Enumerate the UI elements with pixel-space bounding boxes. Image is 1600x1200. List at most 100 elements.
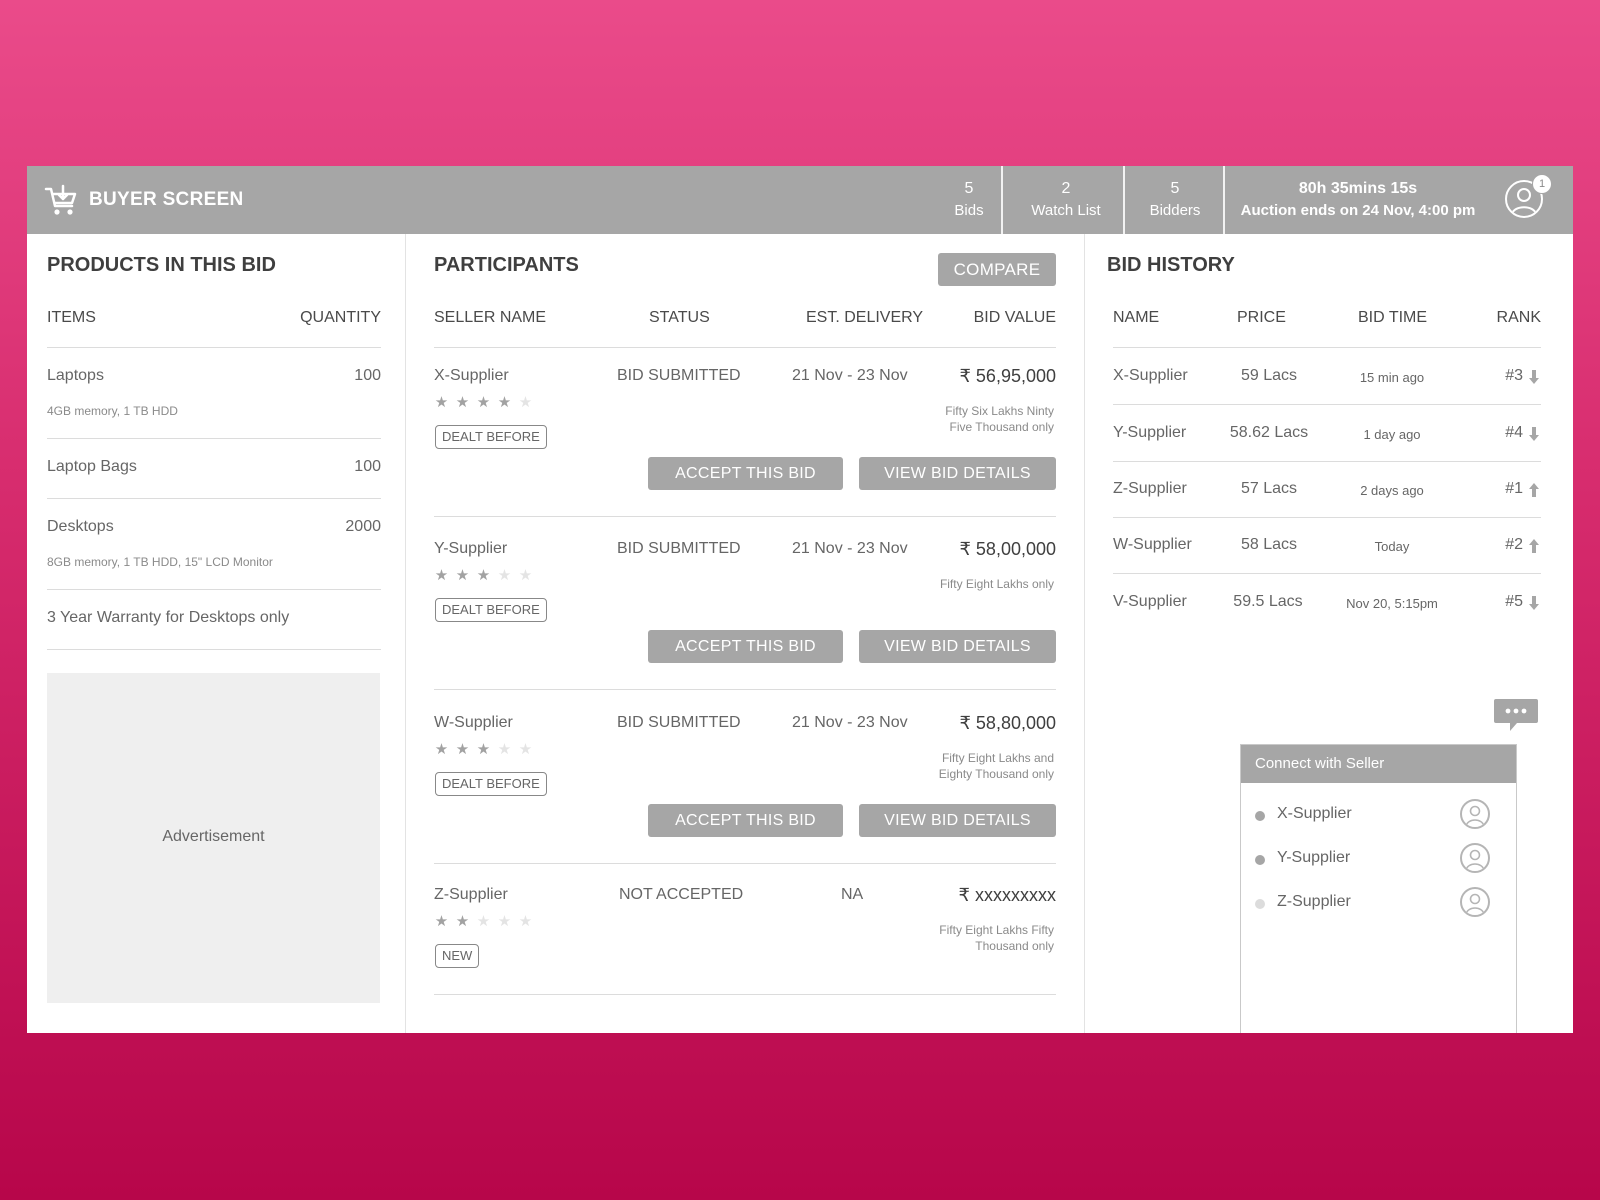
accept-bid-button[interactable]: ACCEPT THIS BID: [648, 804, 843, 837]
stat-watch-list-label: Watch List: [1031, 202, 1101, 219]
divider: [434, 994, 1056, 995]
seller-avatar: [1460, 843, 1490, 873]
product-description: 4GB memory, 1 TB HDD: [47, 404, 178, 418]
auction-end: Auction ends on 24 Nov, 4:00 pm: [1240, 202, 1476, 219]
bid-status: BID SUBMITTED: [617, 714, 741, 731]
view-bid-details-button[interactable]: VIEW BID DETAILS: [859, 457, 1056, 490]
est-delivery: NA: [841, 886, 864, 903]
product-name: Laptops: [47, 367, 104, 384]
divider: [434, 516, 1056, 517]
divider: [1113, 517, 1541, 518]
history-name: Z-Supplier: [1113, 480, 1187, 497]
arrow-down-icon: [1529, 370, 1539, 384]
star-icon: ★: [476, 394, 491, 411]
compare-button[interactable]: COMPARE: [938, 253, 1056, 286]
bid-value-words: Fifty Eight Lakhs Fifty: [939, 923, 1054, 937]
history-name: Y-Supplier: [1113, 424, 1187, 441]
view-bid-details-button[interactable]: VIEW BID DETAILS: [859, 630, 1056, 663]
view-bid-details-button[interactable]: VIEW BID DETAILS: [859, 804, 1056, 837]
online-status-dot: [1255, 811, 1265, 821]
seller-name[interactable]: Y-Supplier: [434, 540, 508, 557]
participants-col-seller: SELLER NAME: [434, 309, 547, 326]
divider: [434, 347, 1056, 348]
history-bid-time: 2 days ago: [1360, 483, 1424, 498]
divider: [1113, 573, 1541, 574]
shopping-cart-icon: [44, 184, 77, 215]
divider: [1113, 461, 1541, 462]
chat-panel-title: Connect with Seller: [1241, 745, 1516, 783]
brand: BUYER SCREEN: [43, 166, 244, 234]
accept-bid-button[interactable]: ACCEPT THIS BID: [648, 457, 843, 490]
arrow-up-icon: [1529, 539, 1539, 553]
history-rank: #3: [1505, 367, 1523, 384]
star-icon: ★: [434, 741, 449, 758]
history-price: 58 Lacs: [1240, 536, 1298, 553]
est-delivery: 21 Nov - 23 Nov: [792, 540, 908, 557]
seller-name[interactable]: X-Supplier: [434, 367, 509, 384]
participants-col-bid-value: BID VALUE: [973, 309, 1056, 326]
star-icon: ★: [455, 741, 470, 758]
participants-col-status: STATUS: [649, 309, 710, 326]
product-name: Laptop Bags: [47, 458, 137, 475]
countdown: 80h 35mins 15s: [1298, 180, 1418, 197]
divider: [1123, 166, 1125, 234]
product-description: 8GB memory, 1 TB HDD, 15" LCD Monitor: [47, 555, 273, 569]
divider: [47, 649, 381, 650]
star-icon: ★: [497, 913, 512, 930]
bid-value: ₹ 56,95,000: [959, 366, 1056, 386]
stat-bids-label: Bids: [954, 202, 984, 219]
history-name: W-Supplier: [1113, 536, 1192, 553]
history-bid-time: Nov 20, 5:15pm: [1346, 596, 1438, 611]
history-rank: #4: [1505, 424, 1523, 441]
advertisement-box[interactable]: Advertisement: [47, 673, 380, 1003]
stat-watch-list-value: 2: [1061, 180, 1071, 197]
accept-bid-button[interactable]: ACCEPT THIS BID: [648, 630, 843, 663]
history-price: 59.5 Lacs: [1233, 593, 1303, 610]
notification-badge[interactable]: 1: [1532, 174, 1552, 194]
history-price: 58.62 Lacs: [1229, 424, 1309, 441]
history-name: V-Supplier: [1113, 593, 1187, 610]
seller-tag: DEALT BEFORE: [435, 772, 547, 796]
product-quantity: 100: [354, 367, 381, 384]
bid-value-words: Fifty Eight Lakhs only: [939, 577, 1054, 591]
seller-name[interactable]: W-Supplier: [434, 714, 513, 731]
divider: [434, 863, 1056, 864]
chat-seller-item[interactable]: Z-Supplier: [1255, 887, 1505, 919]
stat-bidders-label: Bidders: [1149, 202, 1201, 219]
chat-seller-item[interactable]: Y-Supplier: [1255, 843, 1505, 875]
connect-with-seller-panel: Connect with Seller X-Supplier Y-Supplie…: [1240, 744, 1517, 1033]
rating-stars: ★ ★ ★ ★ ★: [433, 914, 534, 929]
star-icon: ★: [497, 741, 512, 758]
history-name: X-Supplier: [1113, 367, 1188, 384]
seller-tag: DEALT BEFORE: [435, 425, 547, 449]
divider: [47, 498, 381, 499]
star-icon: ★: [497, 394, 512, 411]
divider: [47, 589, 381, 590]
participants-heading: PARTICIPANTS: [434, 254, 579, 276]
divider: [47, 438, 381, 439]
star-icon: ★: [497, 567, 512, 584]
user-avatar[interactable]: [1505, 180, 1543, 218]
column-divider: [405, 234, 406, 1033]
stat-bidders[interactable]: 5 Bidders: [1127, 166, 1223, 234]
bid-value: ₹ 58,80,000: [959, 713, 1056, 733]
star-icon: ★: [518, 913, 533, 930]
bid-value-words: Fifty Eight Lakhs and: [941, 751, 1054, 765]
stat-watch-list[interactable]: 2 Watch List: [1007, 166, 1125, 234]
product-name: Desktops: [47, 518, 114, 535]
offline-status-dot: [1255, 899, 1265, 909]
history-price: 57 Lacs: [1240, 480, 1298, 497]
rating-stars: ★ ★ ★ ★ ★: [433, 395, 534, 410]
star-icon: ★: [476, 567, 491, 584]
chat-seller-item[interactable]: X-Supplier: [1255, 799, 1505, 831]
seller-tag: DEALT BEFORE: [435, 598, 547, 622]
rating-stars: ★ ★ ★ ★ ★: [433, 742, 534, 757]
chat-icon[interactable]: [1493, 698, 1539, 732]
products-heading: PRODUCTS IN THIS BID: [47, 254, 276, 276]
app-title: BUYER SCREEN: [89, 189, 244, 210]
divider: [47, 347, 381, 348]
est-delivery: 21 Nov - 23 Nov: [792, 714, 908, 731]
user-icon: [1465, 849, 1485, 871]
stat-bids[interactable]: 5 Bids: [939, 166, 999, 234]
seller-name[interactable]: Z-Supplier: [434, 886, 508, 903]
